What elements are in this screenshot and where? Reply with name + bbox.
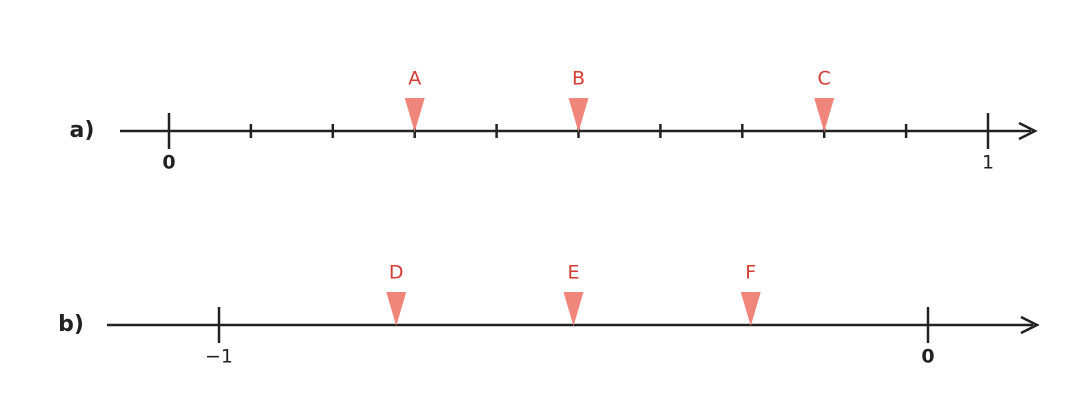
marker [386,292,407,326]
marker [740,292,761,326]
tick-label: −1 [205,346,233,368]
marker-label: F [745,262,756,284]
marker-label: B [572,68,585,90]
marker [404,98,425,132]
axis-arrow [1020,315,1040,335]
marker [814,98,835,132]
marker [568,98,589,132]
axis-arrow [1018,121,1038,141]
line-label: b) [58,312,84,337]
tick-label: 1 [982,152,994,174]
marker-label: D [389,262,404,284]
marker-label: C [818,68,831,90]
line-label: a) [70,118,95,143]
marker-label: E [567,262,579,284]
marker-label: A [408,68,421,90]
marker [563,292,584,326]
tick-label: 0 [162,152,175,174]
tick-label: 0 [921,346,934,368]
